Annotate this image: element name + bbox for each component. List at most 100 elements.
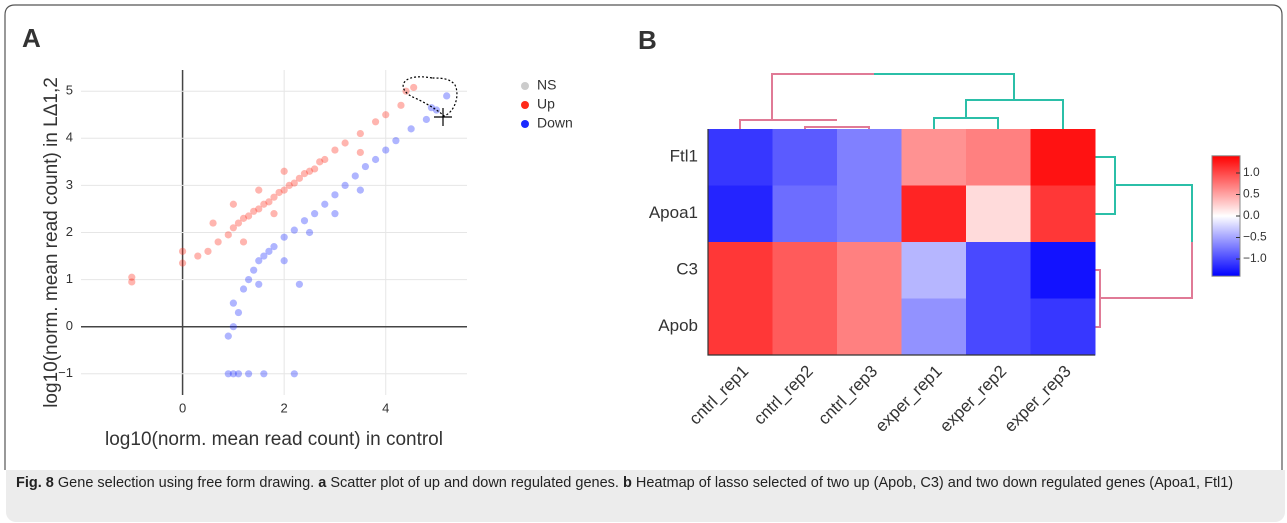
point — [422, 115, 430, 124]
point — [300, 170, 309, 178]
point — [245, 370, 253, 378]
cell — [837, 298, 902, 356]
cell — [772, 129, 838, 186]
point — [392, 137, 400, 145]
point — [260, 200, 268, 208]
cell — [708, 242, 773, 299]
column-dendrogram — [739, 73, 1064, 129]
cursor — [434, 108, 452, 126]
point — [331, 210, 339, 218]
dendro-branch — [965, 99, 1064, 129]
legend-swatch — [521, 82, 529, 90]
point — [382, 111, 390, 119]
dendro-branch — [1100, 242, 1193, 299]
caption-label: Fig. 8 — [16, 475, 54, 491]
point — [290, 179, 298, 187]
x-tick-label: 2 — [281, 400, 288, 415]
point — [265, 247, 273, 255]
point — [280, 233, 288, 241]
point — [290, 370, 298, 378]
column-label: exper_rep2 — [936, 362, 1010, 436]
y-tick-label: −1 — [58, 365, 73, 380]
scatter-panel: 0 2 4 −1 0 1 2 3 4 5 log10(norm. mean read count) … — [41, 70, 573, 450]
y-tick-label: 3 — [66, 177, 73, 192]
point — [128, 278, 136, 286]
point — [270, 210, 278, 218]
point — [402, 87, 410, 95]
point — [245, 276, 253, 284]
point — [229, 224, 237, 232]
point — [270, 193, 278, 201]
point — [234, 219, 243, 227]
point — [255, 205, 263, 213]
cell — [837, 129, 902, 186]
point — [356, 148, 364, 157]
point — [239, 214, 248, 222]
y-tick-label: 1 — [66, 271, 73, 286]
cell — [837, 242, 902, 299]
x-tick-label: 4 — [382, 400, 389, 415]
dendro-branch — [874, 73, 1015, 100]
point — [371, 155, 380, 164]
point — [255, 186, 263, 194]
frame — [4, 4, 1283, 470]
dendro-branch — [804, 126, 870, 129]
dendro-branch — [1115, 184, 1193, 242]
point — [224, 332, 232, 340]
point — [407, 125, 415, 133]
caption: Fig. 8 Gene selection using free form dr… — [6, 470, 1285, 522]
column-label: cntrl_rep1 — [685, 362, 752, 429]
point — [224, 370, 232, 378]
point — [260, 370, 268, 378]
point — [245, 212, 253, 220]
point — [371, 118, 380, 126]
point — [382, 146, 390, 154]
point — [305, 228, 314, 237]
point — [250, 266, 258, 274]
point — [204, 247, 212, 255]
point — [178, 247, 187, 255]
axis-line — [707, 129, 1095, 356]
point — [300, 217, 309, 225]
dendro-branch — [933, 117, 999, 129]
cell — [708, 185, 773, 243]
panel-label: B — [638, 25, 657, 55]
point — [290, 226, 298, 234]
cell — [1030, 242, 1096, 299]
point — [270, 243, 278, 251]
point — [311, 210, 319, 218]
x-tick-label: 0 — [179, 400, 186, 415]
legend-label: Up — [537, 96, 555, 112]
caption-text: Scatter plot of up and down regulated ge… — [326, 475, 623, 491]
colorbar-label: −1.0 — [1243, 251, 1267, 265]
cell — [966, 129, 1031, 186]
dendro-branch — [1095, 269, 1101, 328]
colorbar-label: 0.0 — [1243, 208, 1260, 222]
row-label: Apob — [658, 316, 698, 335]
point — [305, 167, 314, 175]
heatmap-panel: Ftl1 Apoa1 C3 Apob cntrl_rep1cntrl_rep2cntrl… — [649, 73, 1267, 436]
point — [265, 198, 273, 206]
cell — [901, 298, 967, 356]
point — [178, 259, 187, 267]
cell — [966, 185, 1031, 243]
column-label: exper_rep3 — [1000, 362, 1074, 436]
cell — [772, 242, 838, 299]
point — [341, 181, 349, 189]
point — [331, 191, 339, 199]
point — [239, 238, 248, 246]
cell — [837, 185, 902, 243]
cell — [708, 129, 773, 186]
point — [331, 146, 339, 154]
point — [321, 155, 329, 164]
colorbar-label: 0.5 — [1243, 187, 1260, 201]
point — [255, 257, 263, 265]
point — [250, 207, 258, 215]
legend-swatch — [521, 120, 529, 128]
cell — [966, 242, 1031, 299]
panel-label: A — [22, 23, 41, 53]
x-axis-title: log10(norm. mean read count) in control — [105, 429, 443, 450]
point — [275, 188, 283, 197]
cell — [772, 298, 838, 356]
y-tick-label: 5 — [66, 83, 73, 98]
